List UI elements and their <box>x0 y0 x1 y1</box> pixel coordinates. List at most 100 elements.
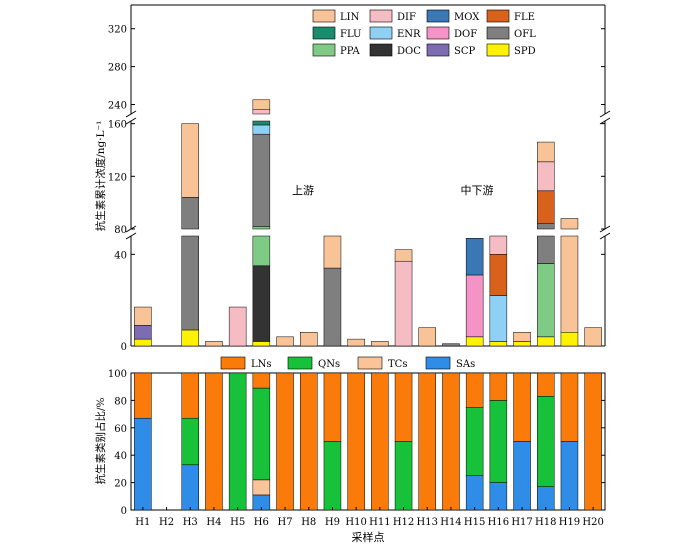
bar-segment-LIN-H1 <box>134 306 152 326</box>
legend-swatch-DOC <box>369 43 393 57</box>
bar-segment-OFL-H18 <box>537 223 555 230</box>
proportion-bar-QNs-H5 <box>228 372 247 511</box>
x-tick-label-H6: H6 <box>254 517 269 528</box>
legend-swatch-QNs <box>287 356 313 370</box>
legend-label-FLU: FLU <box>340 29 361 40</box>
bar-segment-LIN-H10 <box>347 338 365 347</box>
legend-label-DOF: DOF <box>454 29 477 40</box>
legend-swatch-OFL <box>486 26 510 40</box>
legend-label-ENR: ENR <box>397 29 421 40</box>
bar-segment-LIN-H8 <box>300 332 318 347</box>
proportion-bar-LNs-H12 <box>394 372 413 442</box>
x-tick-label-H20: H20 <box>582 517 603 528</box>
bar-segment-OFL-H9 <box>323 267 342 347</box>
top-y-tick-label: 160 <box>108 120 127 131</box>
top-y-tick-label: 280 <box>108 63 127 74</box>
bar-segment-DIF-H6 <box>252 109 271 115</box>
legend-label-DIF: DIF <box>397 12 416 23</box>
bar-segment-LIN-H13 <box>418 327 436 347</box>
legend-swatch-DOF <box>426 26 450 40</box>
x-tick-label-H9: H9 <box>325 517 340 528</box>
x-tick-label-H19: H19 <box>559 517 580 528</box>
bar-segment-FLE-H16 <box>489 254 508 296</box>
bar-segment-SPD-H17 <box>513 341 531 347</box>
legend-swatch-LIN <box>312 9 336 23</box>
bar-segment-SCP-H1 <box>134 325 152 340</box>
bar-segment-SPD-H15 <box>465 336 484 347</box>
top-y-tick-label: 120 <box>108 172 127 183</box>
axis-break-mark <box>599 117 611 125</box>
bar-segment-DIF-H5 <box>228 306 247 347</box>
bar-segment-SPD-H16 <box>489 341 508 347</box>
proportion-bar-LNs-H17 <box>513 372 531 442</box>
bar-segment-LIN-H17 <box>513 332 531 342</box>
x-axis-label: 采样点 <box>352 530 385 544</box>
x-tick-label-H10: H10 <box>345 517 366 528</box>
bar-segment-OFL-H3 <box>181 235 199 331</box>
legend-swatch-FLU <box>312 26 336 40</box>
x-tick-label-H11: H11 <box>369 517 390 528</box>
legend-swatch-FLE <box>486 9 510 23</box>
concentration-chart: 0 40 80 120 160 240 280 320 抗生素累计浓度/ng·L⁻¹ 上游 中下游 L… <box>94 4 611 353</box>
proportion-bar-QNs-H9 <box>323 441 342 511</box>
bar-segment-OFL-H14 <box>442 343 460 347</box>
x-tick-label-H5: H5 <box>230 517 245 528</box>
axis-break-mark <box>125 117 137 125</box>
bottom-y-tick-label: 0 <box>121 506 127 517</box>
proportion-bar-SAs-H1 <box>134 417 152 511</box>
legend-label-SCP: SCP <box>454 46 476 57</box>
bar-segment-OFL-H6 <box>252 133 271 227</box>
legend-label-SPD: SPD <box>514 46 536 57</box>
axis-break-gap <box>132 230 604 235</box>
x-tick-label-H3: H3 <box>183 517 198 528</box>
legend-label-OFL: OFL <box>514 29 536 40</box>
proportion-bar-SAs-H19 <box>560 441 579 511</box>
top-y-tick-label: 80 <box>114 225 127 236</box>
bottom-y-tick-label: 80 <box>114 396 127 407</box>
proportion-bar-QNs-H6 <box>252 387 271 481</box>
legend-label-LIN: LIN <box>340 12 360 23</box>
annotation-upstream: 上游 <box>292 184 314 197</box>
top-y-tick-label: 0 <box>121 342 127 353</box>
legend-label-FLE: FLE <box>514 12 535 23</box>
proportion-bar-SAs-H18 <box>537 486 555 511</box>
proportion-bar-LNs-H19 <box>560 372 579 442</box>
bar-segment-MOX-H15 <box>465 238 484 276</box>
bottom-y-tick-label: 40 <box>114 451 127 462</box>
proportion-bar-LNs-H8 <box>300 372 318 511</box>
proportion-bar-QNs-H16 <box>489 400 508 483</box>
legend-label-QNs: QNs <box>318 359 340 370</box>
legend-swatch-ENR <box>369 26 393 40</box>
proportion-bar-QNs-H15 <box>465 407 484 476</box>
x-tick-label-H14: H14 <box>440 517 461 528</box>
legend-swatch-SPD <box>486 43 510 57</box>
axis-break-mark <box>599 232 611 240</box>
x-tick-label-H16: H16 <box>488 517 509 528</box>
proportion-bar-LNs-H3 <box>181 372 199 419</box>
proportion-bar-LNs-H4 <box>205 372 223 511</box>
proportion-bar-QNs-H18 <box>537 396 555 487</box>
bar-segment-LIN-H9 <box>323 235 342 269</box>
x-tick-label-H1: H1 <box>135 517 150 528</box>
bar-segment-DIF-H18 <box>537 161 555 192</box>
proportion-bar-QNs-H3 <box>181 417 199 466</box>
legend-swatch-SAs <box>425 356 451 370</box>
bar-segment-LIN-H19 <box>560 235 579 333</box>
legend-label-DOC: DOC <box>397 46 421 57</box>
top-y-axis-label: 抗生素累计浓度/ng·L⁻¹ <box>94 121 107 232</box>
top-y-tick-label: 40 <box>114 250 127 261</box>
bar-segment-SPD-H3 <box>181 329 199 347</box>
bar-segment-SPD-H19 <box>560 332 579 347</box>
bottom-y-tick-label: 20 <box>114 479 127 490</box>
x-tick-label-H4: H4 <box>206 517 221 528</box>
proportion-chart: H1 H2 H3 H4 H5 H6 H7 H8 H9 H10 H11 H12 H13 H14 H15 H16 H… <box>94 356 606 544</box>
legend-swatch-PPA <box>312 43 336 57</box>
bar-segment-DOF-H15 <box>465 274 484 338</box>
proportion-bar-LNs-H9 <box>323 372 342 442</box>
bar-segment-ENR-H16 <box>489 295 508 342</box>
bar-segment-SPD-H6 <box>252 341 271 347</box>
x-tick-label-H12: H12 <box>393 517 414 528</box>
bar-segment-OFL-H3 <box>181 197 199 230</box>
bottom-y-tick-label: 100 <box>108 369 127 380</box>
axis-break-mark <box>599 110 611 118</box>
